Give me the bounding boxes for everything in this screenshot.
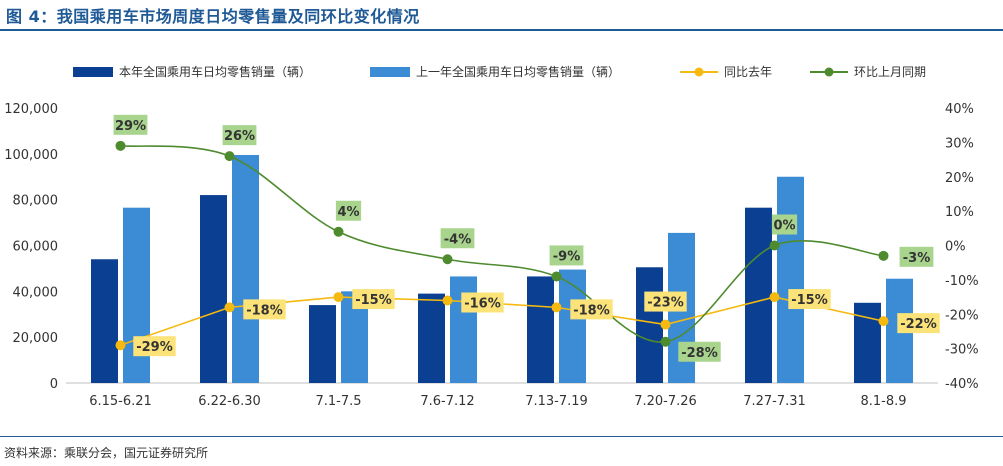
yoy-data-label: -16%	[464, 297, 501, 312]
mom-point	[443, 254, 453, 264]
right-tick-label: 40%	[945, 102, 974, 117]
left-tick-label: 80,000	[13, 194, 59, 209]
mom-data-label: -28%	[681, 346, 718, 361]
mom-point	[661, 337, 671, 347]
legend-label-3: 环比上月同期	[854, 65, 926, 79]
right-tick-label: -10%	[945, 274, 979, 289]
left-tick-label: 100,000	[4, 148, 58, 163]
combo-chart: 本年全国乘用车日均零售销量（辆） 上一年全国乘用车日均零售销量（辆） 同比去年 环比上…	[0, 32, 1003, 434]
yoy-data-label: -22%	[900, 317, 937, 332]
bar-current-year	[418, 294, 445, 383]
yoy-point	[116, 340, 126, 350]
yoy-data-label: -18%	[246, 303, 283, 318]
bar-current-year	[91, 259, 118, 383]
left-tick-label: 0	[50, 377, 58, 392]
yoy-data-label: -18%	[573, 303, 610, 318]
figure-title: 图 4：我国乘用车市场周度日均零售量及同环比变化情况	[6, 3, 420, 27]
mom-data-label: 0%	[773, 219, 795, 234]
left-tick-label: 40,000	[13, 285, 59, 300]
right-tick-label: 0%	[945, 240, 966, 255]
yoy-data-label: -29%	[136, 340, 173, 355]
yoy-point	[443, 296, 453, 306]
bars	[91, 155, 913, 383]
legend-swatch-0	[73, 67, 113, 77]
yoy-data-label: -15%	[791, 293, 828, 308]
bar-current-year	[527, 276, 554, 383]
yoy-point	[661, 320, 671, 330]
left-tick-label: 20,000	[13, 331, 59, 346]
mom-data-label: -3%	[903, 251, 930, 266]
bar-last-year	[232, 155, 259, 383]
x-tick-label: 6.15-6.21	[89, 394, 152, 409]
legend-label-1: 上一年全国乘用车日均零售销量（辆）	[416, 64, 620, 79]
legend-marker-2	[695, 68, 704, 77]
right-tick-label: 20%	[945, 171, 974, 186]
x-tick-label: 7.27-7.31	[743, 394, 806, 409]
yoy-data-label: -23%	[647, 296, 684, 311]
bar-current-year	[745, 208, 772, 383]
legend: 本年全国乘用车日均零售销量（辆） 上一年全国乘用车日均零售销量（辆） 同比去年 环比上…	[73, 64, 926, 79]
mom-point	[879, 251, 889, 261]
x-tick-label: 7.20-7.26	[634, 394, 697, 409]
left-tick-label: 60,000	[13, 240, 59, 255]
right-tick-label: -30%	[945, 343, 979, 358]
footer-rule	[0, 436, 1003, 437]
legend-label-2: 同比去年	[724, 65, 772, 79]
mom-data-label: -4%	[444, 232, 471, 247]
mom-data-label: -9%	[553, 249, 580, 264]
mom-point	[552, 271, 562, 281]
yoy-point	[552, 302, 562, 312]
bar-last-year	[559, 270, 586, 383]
mom-data-label: 4%	[337, 205, 359, 220]
bar-last-year	[123, 208, 150, 383]
axes: 0 20,000 40,000 60,000 80,000 100,000 120,000 -…	[4, 102, 978, 409]
bar-last-year	[777, 177, 804, 383]
lines	[116, 141, 889, 350]
source-note: 资料来源：乘联分会，国元证券研究所	[4, 444, 208, 461]
yoy-point	[879, 316, 889, 326]
mom-point	[334, 227, 344, 237]
mom-point	[770, 241, 780, 251]
x-tick-label: 7.6-7.12	[420, 394, 474, 409]
bar-current-year	[200, 195, 227, 383]
title-rule	[0, 29, 1003, 31]
yoy-point	[225, 302, 235, 312]
left-tick-label: 120,000	[4, 102, 58, 117]
mom-data-label: 29%	[115, 119, 146, 134]
bar-last-year	[450, 276, 477, 383]
legend-marker-3	[825, 68, 834, 77]
x-tick-label: 7.1-7.5	[315, 394, 361, 409]
x-tick-label: 8.1-8.9	[860, 394, 906, 409]
bar-current-year	[309, 305, 336, 383]
right-tick-label: 30%	[945, 136, 974, 151]
bar-current-year	[636, 267, 663, 383]
right-tick-label: -40%	[945, 377, 979, 392]
legend-swatch-1	[370, 67, 410, 77]
legend-label-0: 本年全国乘用车日均零售销量（辆）	[119, 64, 311, 79]
mom-data-label: 26%	[224, 129, 255, 144]
x-tick-label: 6.22-6.30	[198, 394, 261, 409]
right-tick-label: 10%	[945, 205, 974, 220]
yoy-point	[334, 292, 344, 302]
mom-point	[225, 151, 235, 161]
right-tick-label: -20%	[945, 308, 979, 323]
x-tick-label: 7.13-7.19	[525, 394, 588, 409]
mom-point	[116, 141, 126, 151]
yoy-point	[770, 292, 780, 302]
yoy-data-label: -15%	[355, 293, 392, 308]
